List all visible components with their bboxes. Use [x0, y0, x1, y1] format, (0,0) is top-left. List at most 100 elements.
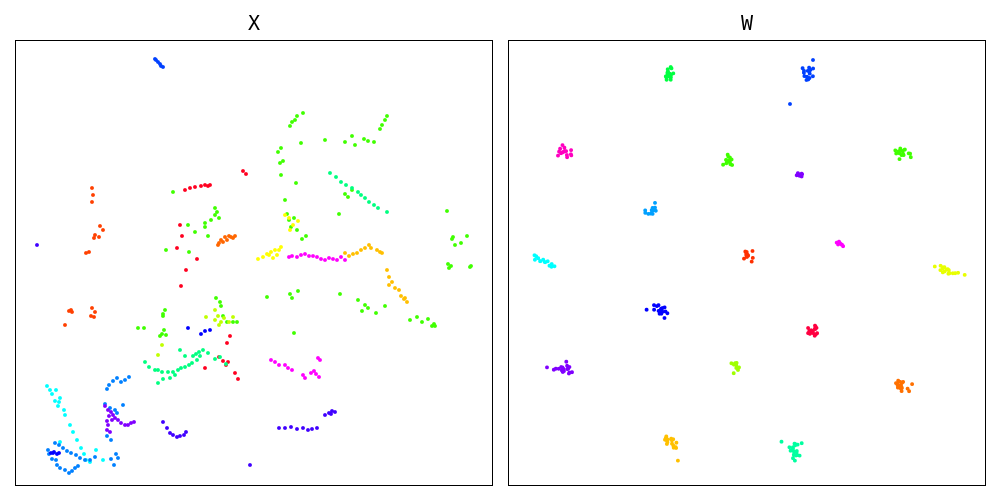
- data-point-w-cluster-13: [736, 368, 740, 372]
- data-point-x-cluster-4: [366, 306, 370, 310]
- data-point-x-cluster-9: [160, 370, 164, 374]
- data-point-x-cluster-12: [52, 450, 56, 454]
- data-point-x-cluster-5: [222, 316, 226, 320]
- data-point-x-cluster-4: [446, 262, 450, 266]
- data-point-w-cluster-11: [652, 303, 656, 307]
- data-point-w-cluster-6: [653, 205, 657, 210]
- data-point-x-cluster-7: [319, 257, 323, 261]
- data-point-x-cluster-4: [304, 234, 308, 238]
- data-point-x-cluster-14: [161, 420, 165, 424]
- data-point-x-cluster-4: [186, 223, 190, 227]
- data-point-x-cluster-7: [339, 255, 343, 259]
- data-point-w-cluster-3: [724, 161, 729, 166]
- data-point-w-cluster-13: [732, 362, 737, 366]
- data-point-x-cluster-11: [83, 458, 87, 462]
- data-point-w-cluster-10: [947, 271, 952, 276]
- data-point-x-cluster-4: [450, 237, 454, 241]
- data-point-w-cluster-16: [670, 438, 674, 443]
- data-point-x-cluster-13: [123, 423, 127, 427]
- data-point-w-cluster-8: [750, 256, 755, 260]
- data-point-x-cluster-13: [108, 430, 112, 434]
- data-point-x-cluster-7: [303, 252, 307, 256]
- data-point-x-cluster-8: [380, 251, 384, 255]
- data-point-x-cluster-7: [343, 258, 347, 262]
- data-point-x-cluster-4: [415, 315, 419, 319]
- data-point-x-cluster-2: [193, 185, 197, 189]
- data-point-x-cluster-4: [219, 304, 223, 308]
- data-point-x-cluster-9: [198, 354, 202, 358]
- data-point-x-cluster-7: [311, 254, 315, 258]
- data-point-w-cluster-14: [545, 365, 549, 370]
- data-point-x-cluster-2: [184, 268, 188, 272]
- data-point-x-cluster-14: [283, 426, 287, 430]
- data-point-x-cluster-4: [294, 181, 298, 185]
- data-point-x-cluster-4: [343, 140, 347, 144]
- data-point-x-cluster-4: [346, 195, 350, 199]
- data-point-x-cluster-11: [78, 456, 82, 460]
- data-point-w-cluster-0: [668, 77, 673, 82]
- data-point-x-cluster-9: [183, 365, 187, 369]
- data-point-x-cluster-4: [433, 324, 437, 328]
- data-point-x-cluster-2: [208, 183, 212, 187]
- data-point-x-cluster-4: [292, 216, 296, 220]
- data-point-x-cluster-11: [93, 455, 97, 459]
- data-point-x-cluster-6: [279, 245, 283, 249]
- data-point-w-cluster-2: [569, 148, 573, 152]
- data-point-x-cluster-4: [408, 318, 412, 322]
- data-point-w-cluster-0: [668, 65, 673, 69]
- data-point-x-cluster-3: [223, 235, 227, 239]
- data-point-x-cluster-14: [277, 426, 281, 430]
- data-point-x-cluster-9: [176, 368, 180, 372]
- data-point-x-cluster-4: [281, 159, 285, 163]
- data-point-x-cluster-11: [65, 449, 69, 453]
- data-point-x-cluster-4: [323, 138, 327, 142]
- data-point-x-cluster-4: [206, 234, 210, 238]
- data-point-x-cluster-13: [111, 413, 115, 417]
- data-point-x-cluster-9: [156, 381, 160, 385]
- data-point-x-cluster-8: [403, 296, 407, 300]
- data-point-x-cluster-4: [164, 248, 168, 252]
- data-point-x-cluster-4: [231, 320, 235, 324]
- data-point-x-cluster-11: [119, 380, 123, 384]
- data-point-x-cluster-9: [363, 196, 367, 200]
- data-point-x-cluster-4: [283, 198, 287, 202]
- data-point-x-cluster-1: [92, 315, 96, 319]
- data-point-w-cluster-2: [557, 149, 561, 154]
- data-point-w-cluster-1: [802, 74, 807, 78]
- data-point-x-cluster-4: [385, 114, 389, 118]
- data-point-x-cluster-4: [453, 243, 457, 247]
- data-point-x-cluster-4: [449, 264, 453, 268]
- data-point-x-cluster-7: [316, 356, 320, 360]
- data-point-x-cluster-13: [119, 421, 123, 425]
- data-point-x-cluster-2: [183, 188, 187, 192]
- data-point-x-cluster-5: [156, 353, 160, 357]
- data-point-w-cluster-1: [811, 66, 815, 71]
- data-point-x-cluster-4: [187, 250, 191, 254]
- data-point-x-cluster-1: [91, 193, 95, 197]
- data-point-x-cluster-2: [228, 334, 232, 338]
- data-point-x-cluster-9: [224, 362, 228, 366]
- data-point-x-cluster-4: [338, 292, 342, 296]
- data-point-x-cluster-11: [70, 469, 74, 473]
- data-point-x-cluster-4: [142, 326, 146, 330]
- data-point-x-cluster-12: [57, 451, 61, 455]
- data-point-x-cluster-8: [385, 268, 389, 272]
- data-point-x-cluster-10: [50, 392, 54, 396]
- data-point-w-cluster-3: [721, 162, 725, 167]
- data-point-w-cluster-2: [565, 155, 569, 160]
- data-point-x-cluster-9: [213, 357, 217, 361]
- data-point-x-cluster-6: [283, 213, 287, 217]
- data-point-x-cluster-8: [355, 251, 359, 255]
- data-point-x-cluster-9: [173, 373, 177, 377]
- data-point-x-cluster-13: [110, 418, 114, 422]
- data-point-x-cluster-14: [248, 463, 252, 467]
- data-point-x-cluster-4: [290, 296, 294, 300]
- data-point-x-cluster-9: [359, 193, 363, 197]
- data-point-w-cluster-11: [644, 307, 649, 312]
- data-point-x-cluster-7: [323, 258, 327, 262]
- data-point-x-cluster-1: [90, 186, 94, 190]
- data-point-w-cluster-11: [658, 311, 663, 316]
- data-point-x-cluster-9: [147, 365, 151, 369]
- data-point-x-cluster-3: [221, 240, 225, 244]
- data-point-w-cluster-16: [676, 458, 680, 463]
